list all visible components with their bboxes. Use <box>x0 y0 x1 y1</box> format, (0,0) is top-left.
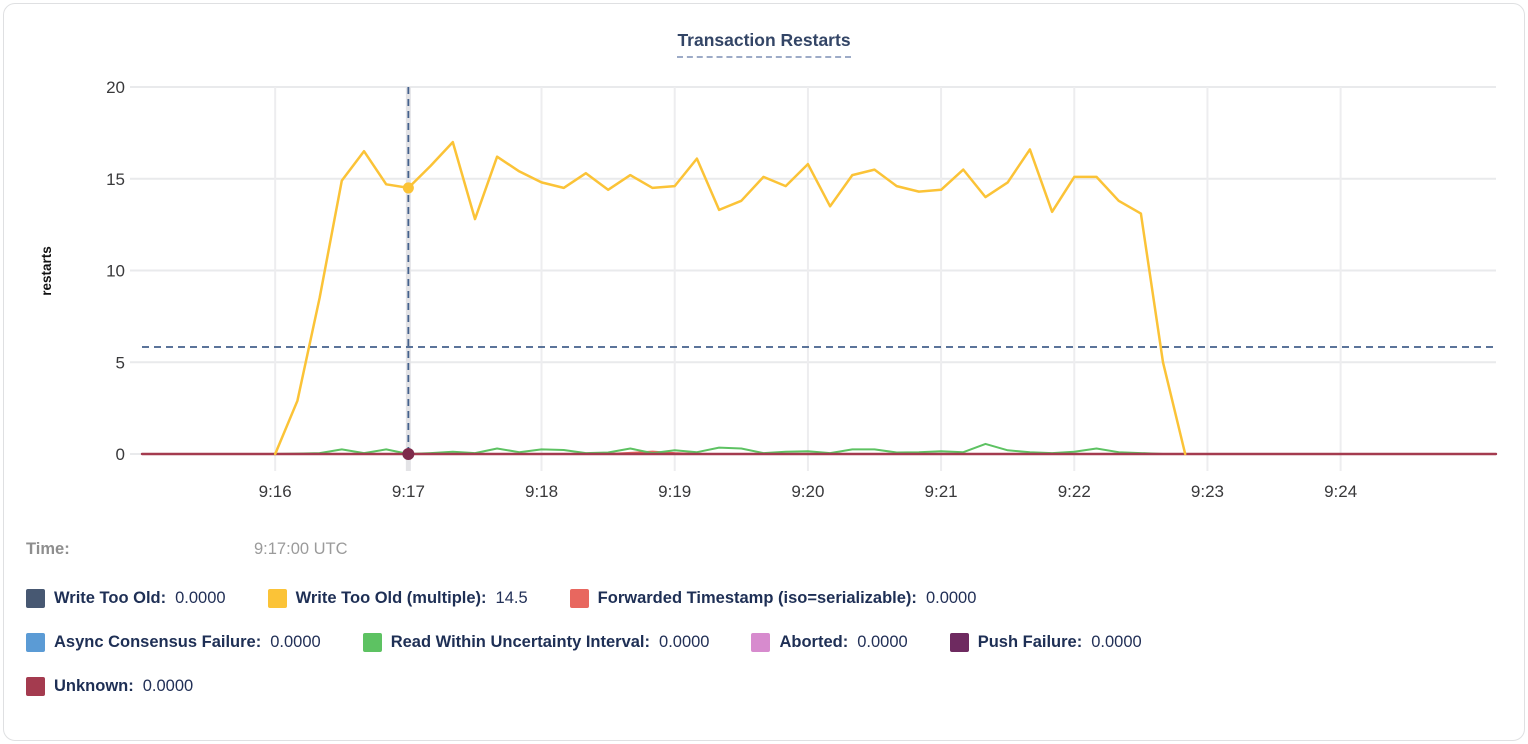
legend-label: Push Failure: <box>977 633 1083 651</box>
legend-value: 0.0000 <box>142 677 194 695</box>
chart-card: Transaction Restarts 0 5 10 15 20 9:16 9:17 9:1… <box>3 3 1525 741</box>
legend-label: Unknown: <box>54 677 134 695</box>
x-axis-tick-label: 9:20 <box>791 482 824 501</box>
legend-item-read-within-uncertainty-interval[interactable]: Read Within Uncertainty Interval: 0.0000 <box>362 633 710 652</box>
legend-label: Write Too Old: <box>54 589 167 607</box>
hover-point-dot <box>402 182 414 194</box>
legend-value: 0.0000 <box>925 589 977 607</box>
x-axis-tick-label: 9:24 <box>1324 482 1357 501</box>
legend-label: Write Too Old (multiple): <box>295 589 487 607</box>
time-label: Time: <box>26 540 70 558</box>
legend-swatch-write-too-old <box>26 589 45 608</box>
y-axis-tick-label: 0 <box>116 445 125 464</box>
hover-time-row: Time: 9:17:00 UTC <box>26 540 1508 559</box>
legend-value: 0.0000 <box>857 633 908 651</box>
legend-value: 0.0000 <box>175 589 226 607</box>
legend-value: 0.0000 <box>659 633 710 651</box>
legend-item-forwarded-timestamp[interactable]: Forwarded Timestamp (iso=serializable): 0… <box>569 589 977 608</box>
legend-swatch-aborted <box>751 633 771 652</box>
legend-value: 0.0000 <box>1091 633 1142 651</box>
x-axis-tick-label: 9:17 <box>392 482 425 501</box>
y-axis-tick-label: 5 <box>116 353 125 372</box>
y-axis-tick-label: 20 <box>106 78 125 97</box>
y-axis-tick-label: 15 <box>106 170 125 189</box>
legend-label: Forwarded Timestamp (iso=serializable): <box>597 589 917 607</box>
chart-info-panel: Time: 9:17:00 UTC Write Too Old: 0.0000 Wr… <box>26 540 1508 721</box>
legend-value: 14.5 <box>495 589 528 607</box>
series-line-write-too-old-multiple- <box>273 140 1187 456</box>
legend-swatch-write-too-old-multiple <box>267 589 287 608</box>
legend-swatch-unknown <box>26 677 45 696</box>
x-axis-tick-label: 9:23 <box>1191 482 1224 501</box>
legend-item-async-consensus-failure[interactable]: Async Consensus Failure: 0.0000 <box>26 633 321 652</box>
legend-label: Read Within Uncertainty Interval: <box>390 633 651 651</box>
legend-label: Async Consensus Failure: <box>54 633 262 651</box>
x-axis-tick-label: 9:22 <box>1058 482 1091 501</box>
legend-value: 0.0000 <box>270 633 321 651</box>
legend-swatch-async-consensus-failure <box>26 633 45 652</box>
chart-header: Transaction Restarts <box>4 30 1524 58</box>
legend-swatch-forwarded-timestamp <box>569 589 589 608</box>
y-axis-tick-label: 10 <box>106 262 125 281</box>
legend-item-aborted[interactable]: Aborted: 0.0000 <box>751 633 908 652</box>
legend-label: Aborted: <box>779 633 849 651</box>
legend-swatch-push-failure <box>949 633 969 652</box>
legend-item-unknown[interactable]: Unknown: 0.0000 <box>26 677 193 696</box>
legend-item-push-failure[interactable]: Push Failure: 0.0000 <box>949 633 1142 652</box>
hover-point-dot <box>402 448 415 460</box>
time-value: 9:17:00 UTC <box>254 540 348 558</box>
chart-canvas: 0 5 10 15 20 9:16 9:17 9:18 9:19 9:20 9:21 9:22 9:23… <box>39 78 1498 501</box>
legend-row: Async Consensus Failure: 0.0000 Read Withi… <box>26 633 1508 652</box>
legend-item-write-too-old-multiple[interactable]: Write Too Old (multiple): 14.5 <box>267 589 528 608</box>
legend-item-write-too-old[interactable]: Write Too Old: 0.0000 <box>26 589 226 608</box>
x-axis-tick-label: 9:21 <box>925 482 958 501</box>
chart-title[interactable]: Transaction Restarts <box>677 30 851 58</box>
x-axis-tick-label: 9:19 <box>658 482 691 501</box>
x-axis-tick-label: 9:18 <box>525 482 558 501</box>
legend: Write Too Old: 0.0000 Write Too Old (multi… <box>26 589 1508 696</box>
legend-swatch-read-within-uncertainty-interval <box>362 633 382 652</box>
x-axis-tick-label: 9:16 <box>259 482 292 501</box>
y-axis-title: restarts <box>39 246 54 296</box>
legend-row: Write Too Old: 0.0000 Write Too Old (multi… <box>26 589 1508 608</box>
legend-row: Unknown: 0.0000 <box>26 677 1508 696</box>
